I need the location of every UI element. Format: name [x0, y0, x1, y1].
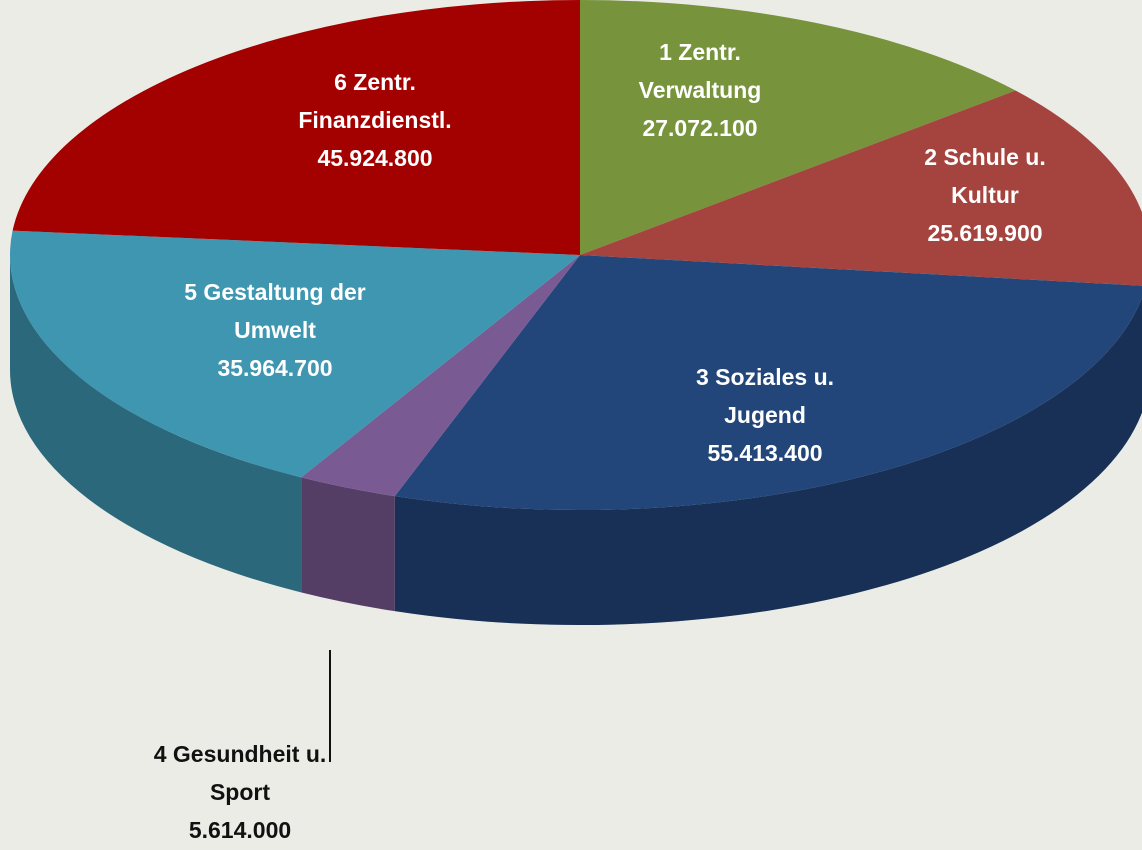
- slice-label: 1 Zentr. Verwaltung 27.072.100: [605, 33, 795, 147]
- category-label: 5 Gestaltung der Umwelt: [184, 279, 366, 343]
- slice-side: [9, 255, 302, 593]
- slice-label: 6 Zentr. Finanzdienstl. 45.924.800: [280, 63, 470, 177]
- slice: [580, 90, 1142, 286]
- category-label: 1 Zentr. Verwaltung: [638, 39, 762, 103]
- slice-label: 5 Gestaltung der Umwelt 35.964.700: [180, 273, 370, 387]
- category-label: 4 Gesundheit u. Sport: [153, 741, 327, 805]
- side-shade: [301, 477, 395, 612]
- slice: [9, 230, 580, 478]
- slice-side: [301, 477, 395, 612]
- side-shade: [394, 297, 1142, 625]
- slice-label: 2 Schule u. Kultur 25.619.900: [890, 138, 1080, 252]
- slice: [394, 255, 1142, 510]
- slice: [301, 255, 580, 497]
- value-label: 35.964.700: [217, 355, 333, 381]
- category-label: 2 Schule u. Kultur: [924, 144, 1046, 208]
- slice: [12, 0, 581, 255]
- value-label: 25.619.900: [927, 220, 1043, 246]
- slice-label: 3 Soziales u. Jugend 55.413.400: [670, 358, 860, 472]
- value-label: 5.614.000: [188, 817, 292, 843]
- value-label: 45.924.800: [317, 145, 433, 171]
- slice-label: 4 Gesundheit u. Sport 5.614.000: [145, 735, 335, 849]
- slice: [580, 0, 1016, 255]
- value-label: 27.072.100: [642, 115, 758, 141]
- category-label: 6 Zentr. Finanzdienstl.: [298, 69, 452, 133]
- slice-side: [394, 297, 1142, 625]
- value-label: 55.413.400: [707, 440, 823, 466]
- side-shade: [9, 255, 302, 593]
- category-label: 3 Soziales u. Jugend: [695, 364, 835, 428]
